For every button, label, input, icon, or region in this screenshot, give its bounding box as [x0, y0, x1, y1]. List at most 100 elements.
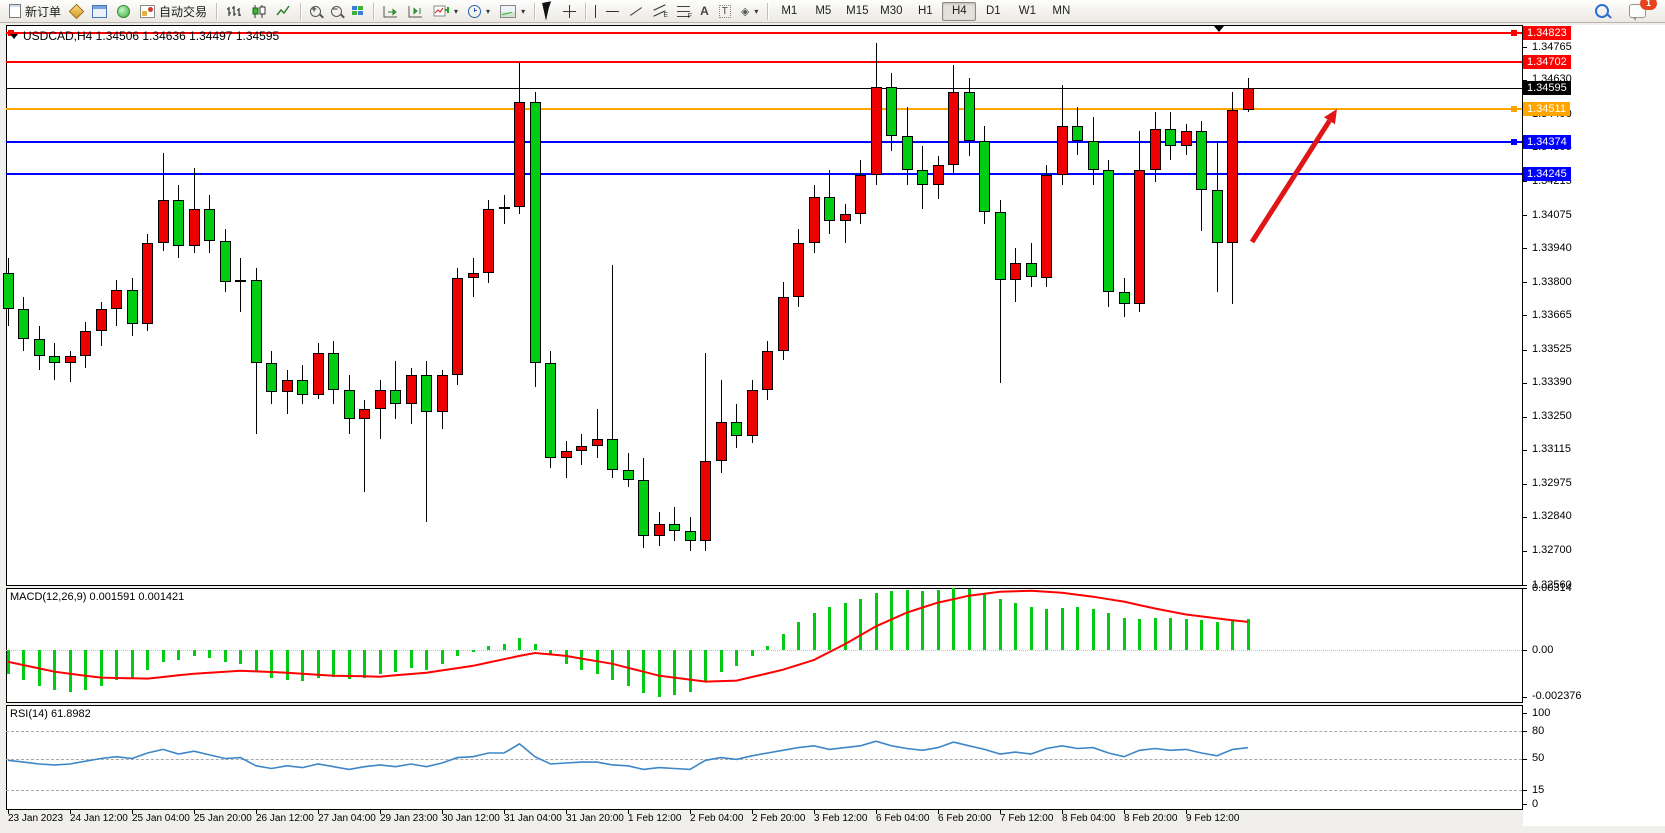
cursor-icon[interactable]	[539, 1, 558, 22]
horizontal-line-icon[interactable]	[601, 1, 624, 22]
chart-title-text: USDCAD,H4 1.34506 1.34636 1.34497 1.3459…	[23, 29, 280, 43]
timeframe-toolbar: M1 M5 M15 M30 H1 H4 D1 W1 MN	[772, 1, 1078, 21]
text-icon[interactable]: A	[700, 4, 709, 18]
zoom-in-icon[interactable]: +	[305, 1, 326, 22]
timeframe-clock-icon[interactable]: ▾	[463, 1, 495, 22]
candlestick-chart-icon[interactable]	[246, 1, 271, 22]
toolbar-separator	[300, 2, 302, 20]
rsi-panel	[6, 705, 1523, 810]
toolbar-right-group: 1	[1590, 0, 1665, 22]
date-tick	[752, 810, 753, 814]
price-chart-panel[interactable]	[6, 25, 1523, 586]
vertical-line-icon[interactable]	[590, 1, 601, 22]
timeframe-button-M30[interactable]: M30	[880, 5, 903, 17]
date-tick	[814, 810, 815, 814]
date-label: 6 Feb 04:00	[876, 813, 930, 824]
date-label: 2 Feb 04:00	[690, 813, 744, 824]
rsi-indicator-label: RSI(14) 61.8982	[10, 708, 91, 720]
auto-trading-button[interactable]: 自动交易	[135, 1, 212, 22]
auto-scroll-icon[interactable]	[378, 1, 403, 22]
date-label: 1 Feb 12:00	[628, 813, 682, 824]
toolbar-separator	[216, 2, 218, 20]
date-tick	[938, 810, 939, 814]
date-label: 8 Feb 20:00	[1124, 813, 1178, 824]
navigator-icon[interactable]	[112, 1, 135, 22]
date-tick	[256, 810, 257, 814]
chart-title: USDCAD,H4 1.34506 1.34636 1.34497 1.3459…	[10, 29, 279, 43]
price-axis-column	[1523, 25, 1665, 826]
data-window-icon[interactable]	[87, 1, 112, 22]
timeframe-button-M5[interactable]: M5	[815, 5, 832, 17]
date-tick	[8, 810, 9, 814]
date-tick	[70, 810, 71, 814]
zoom-out-icon[interactable]: −	[326, 1, 347, 22]
toolbar-separator	[373, 2, 375, 20]
crosshair-icon[interactable]	[558, 1, 581, 22]
new-order-button[interactable]: 新订单	[4, 1, 66, 22]
macd-indicator-label: MACD(12,26,9) 0.001591 0.001421	[10, 591, 185, 603]
date-tick	[504, 810, 505, 814]
text-label-icon[interactable]: T	[714, 1, 736, 22]
auto-trading-icon	[140, 4, 156, 18]
date-tick	[194, 810, 195, 814]
timeframe-button-MN[interactable]: MN	[1052, 5, 1071, 17]
date-label: 3 Feb 12:00	[814, 813, 868, 824]
date-label: 31 Jan 20:00	[566, 813, 624, 824]
date-tick	[690, 810, 691, 814]
fibonacci-retracement-icon[interactable]: F	[672, 1, 695, 22]
trendline-icon[interactable]	[624, 1, 648, 22]
date-label: 23 Jan 2023	[8, 813, 64, 824]
date-label: 30 Jan 12:00	[442, 813, 500, 824]
chart-shift-icon[interactable]	[403, 1, 428, 22]
date-tick	[1062, 810, 1063, 814]
toolbar-separator	[767, 2, 769, 20]
equidistant-channel-icon[interactable]: E	[648, 1, 672, 22]
timeframe-button-M15[interactable]: M15	[846, 5, 869, 17]
toolbar: 新订单 自动交易 + − ▾	[0, 0, 1665, 23]
tile-windows-icon[interactable]	[347, 1, 369, 22]
date-label: 25 Jan 20:00	[194, 813, 252, 824]
new-order-icon	[9, 4, 21, 18]
timeframe-button-D1[interactable]: D1	[985, 5, 1001, 17]
shapes-icon[interactable]: ◈ ▾	[740, 5, 759, 18]
date-label: 29 Jan 23:00	[380, 813, 438, 824]
search-icon[interactable]	[1590, 1, 1614, 22]
date-label: 7 Feb 12:00	[1000, 813, 1054, 824]
date-tick	[442, 810, 443, 814]
date-tick	[566, 810, 567, 814]
chart-shift-marker-icon	[1214, 26, 1224, 32]
date-label: 27 Jan 04:00	[318, 813, 376, 824]
chart-template-icon[interactable]: ▾	[495, 1, 530, 22]
add-indicator-icon[interactable]: ▾	[428, 1, 463, 22]
timeframe-button-H4[interactable]: H4	[942, 1, 977, 21]
toolbar-separator	[534, 2, 536, 20]
chart-menu-arrow-icon[interactable]	[10, 33, 18, 39]
toolbar-separator	[585, 2, 587, 20]
date-tick	[318, 810, 319, 814]
new-order-label: 新订单	[25, 4, 62, 19]
date-label: 31 Jan 04:00	[504, 813, 562, 824]
date-label: 24 Jan 12:00	[70, 813, 128, 824]
timeframe-button-H1[interactable]: H1	[917, 5, 933, 17]
date-label: 25 Jan 04:00	[132, 813, 190, 824]
date-tick	[876, 810, 877, 814]
date-label: 6 Feb 20:00	[938, 813, 992, 824]
date-tick	[1124, 810, 1125, 814]
date-label: 2 Feb 20:00	[752, 813, 806, 824]
notifications-icon[interactable]: 1	[1624, 0, 1657, 22]
date-tick	[1186, 810, 1187, 814]
market-watch-icon[interactable]	[66, 1, 87, 22]
date-tick	[628, 810, 629, 814]
timeframe-button-W1[interactable]: W1	[1018, 5, 1036, 17]
line-chart-icon[interactable]	[271, 1, 296, 22]
macd-panel	[6, 588, 1523, 703]
date-tick	[380, 810, 381, 814]
bar-chart-icon[interactable]	[221, 1, 246, 22]
date-label: 8 Feb 04:00	[1062, 813, 1116, 824]
timeframe-button-M1[interactable]: M1	[781, 5, 798, 17]
date-tick	[132, 810, 133, 814]
date-tick	[1000, 810, 1001, 814]
date-label: 26 Jan 12:00	[256, 813, 314, 824]
date-label: 9 Feb 12:00	[1186, 813, 1240, 824]
